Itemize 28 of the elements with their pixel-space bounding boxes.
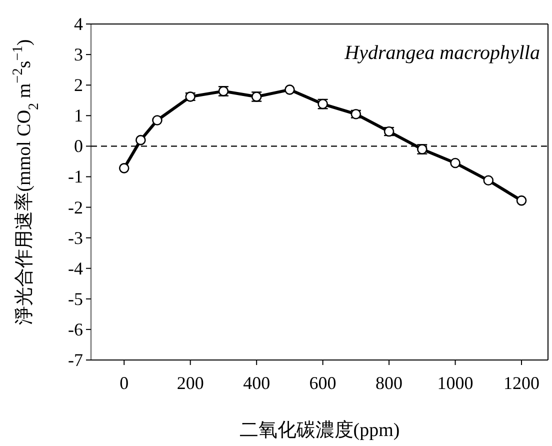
x-axis-title: 二氧化碳濃度(ppm) [239, 419, 400, 441]
x-tick-label: 1200 [504, 373, 540, 393]
point [118, 163, 130, 174]
point [483, 175, 494, 186]
x-tick-label: 200 [176, 373, 204, 393]
point [450, 158, 460, 168]
point [284, 84, 295, 95]
x-tick-label: 1000 [437, 373, 474, 393]
y-tick-label: -7 [68, 350, 83, 370]
y-tick-label: 4 [74, 14, 83, 34]
y-tick-label: -1 [68, 166, 83, 187]
y-tick-label: -2 [68, 197, 83, 218]
y-tick-label: -4 [68, 258, 83, 278]
point [152, 115, 162, 126]
point [136, 134, 146, 146]
y-tick-label: 0 [74, 136, 83, 156]
y-tick-label: 2 [74, 75, 83, 96]
x-tick-label: 600 [309, 373, 336, 393]
x-tick-label: 800 [376, 373, 403, 393]
y-tick-label: -3 [68, 228, 83, 248]
y-tick-label: 3 [74, 44, 83, 65]
y-tick-label: 1 [74, 106, 83, 126]
y-tick-label: -6 [68, 319, 83, 340]
annotation: Hydrangea macrophylla [344, 42, 540, 64]
point [516, 195, 527, 206]
y-tick-label: -5 [68, 288, 83, 309]
x-tick-label: 0 [120, 373, 129, 393]
x-tick-label: 400 [243, 373, 270, 393]
